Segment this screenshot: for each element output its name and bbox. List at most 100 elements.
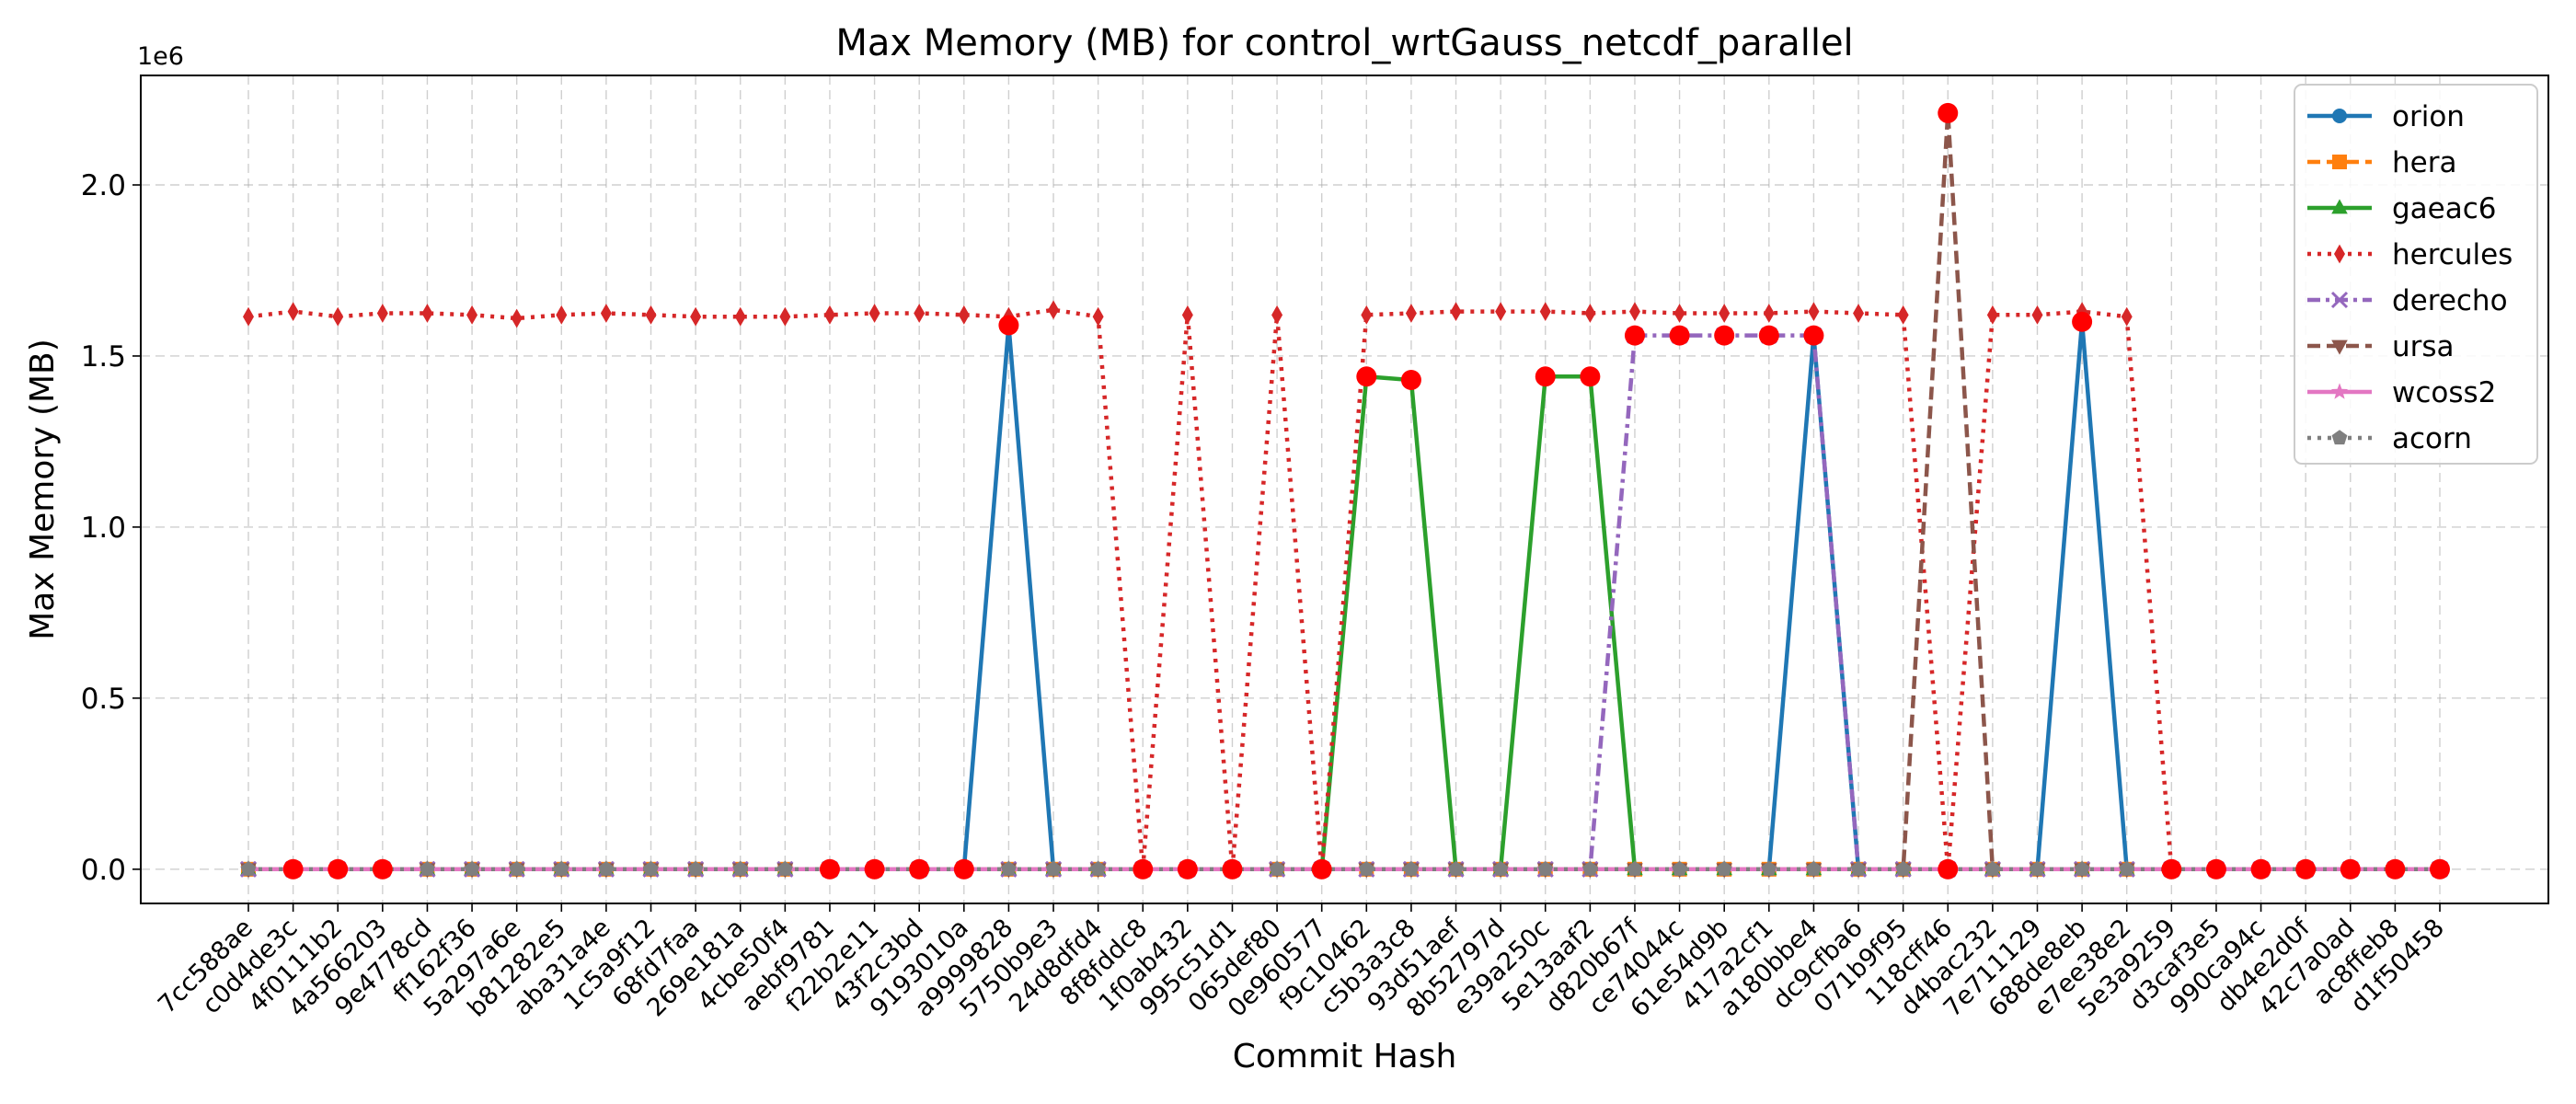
highlight-point bbox=[1400, 369, 1421, 390]
marker-pentagon bbox=[1045, 861, 1062, 876]
marker-thin-diamond bbox=[868, 304, 880, 323]
highlight-point bbox=[2385, 858, 2406, 880]
marker-pentagon bbox=[420, 861, 435, 876]
marker-pentagon bbox=[1806, 861, 1822, 876]
highlight-point bbox=[1580, 366, 1601, 387]
marker-pentagon bbox=[2331, 430, 2348, 445]
highlight-point bbox=[1624, 325, 1645, 346]
marker-pentagon bbox=[1716, 861, 1732, 876]
marker-pentagon bbox=[464, 861, 480, 876]
legend-label: ursa bbox=[2392, 330, 2455, 363]
marker-thin-diamond bbox=[645, 305, 657, 325]
marker-pentagon bbox=[687, 861, 704, 876]
highlight-point bbox=[2072, 311, 2093, 332]
legend-label: hercules bbox=[2392, 238, 2513, 271]
legend-frame bbox=[2294, 84, 2538, 465]
marker-circle bbox=[2332, 109, 2347, 123]
highlight-point bbox=[1222, 858, 1243, 880]
marker-thin-diamond bbox=[556, 305, 568, 325]
legend-label: wcoss2 bbox=[2392, 376, 2496, 409]
marker-pentagon bbox=[2119, 861, 2135, 876]
highlight-point bbox=[282, 858, 304, 880]
marker-pentagon bbox=[2074, 861, 2090, 876]
highlight-point bbox=[864, 858, 885, 880]
marker-pentagon bbox=[1537, 861, 1554, 876]
highlight-point bbox=[998, 315, 1019, 336]
legend-item: hera bbox=[2307, 146, 2456, 179]
highlight-point bbox=[819, 858, 840, 880]
marker-pentagon bbox=[1850, 861, 1867, 876]
marker-thin-diamond bbox=[1181, 305, 1193, 325]
marker-pentagon bbox=[1448, 861, 1464, 876]
marker-thin-diamond bbox=[376, 304, 388, 323]
marker-thin-diamond bbox=[690, 306, 702, 327]
highlight-point bbox=[2340, 858, 2361, 880]
series-line-hercules bbox=[247, 307, 2440, 872]
marker-triangle-down bbox=[2331, 339, 2348, 355]
marker-pentagon bbox=[1761, 861, 1777, 876]
marker-thin-diamond bbox=[421, 304, 433, 323]
legend: orion hera gaeac6 hercules derecho ursa wcoss2… bbox=[2294, 84, 2538, 465]
legend-label: orion bbox=[2392, 100, 2465, 133]
marker-thin-diamond bbox=[1048, 300, 1060, 320]
marker-thin-diamond bbox=[2031, 305, 2043, 325]
y-axis-offset-label: 1e6 bbox=[137, 42, 184, 71]
marker-pentagon bbox=[1001, 861, 1017, 876]
marker-thin-diamond bbox=[1361, 305, 1373, 325]
marker-thin-diamond bbox=[243, 306, 254, 327]
highlight-point bbox=[2161, 858, 2182, 880]
y-tick-label: 0.5 bbox=[81, 683, 126, 716]
marker-thin-diamond bbox=[1495, 302, 1507, 322]
marker-thin-diamond bbox=[1673, 304, 1685, 323]
marker-pentagon bbox=[1582, 861, 1598, 876]
marker-thin-diamond bbox=[1808, 302, 1820, 322]
legend-label: acorn bbox=[2392, 422, 2472, 455]
marker-thin-diamond bbox=[1092, 306, 1104, 327]
marker-pentagon bbox=[240, 861, 257, 876]
marker-thin-diamond bbox=[1405, 304, 1417, 323]
highlight-point bbox=[1669, 325, 1690, 346]
marker-triangle-up bbox=[2331, 199, 2348, 214]
marker-thin-diamond bbox=[1271, 305, 1283, 325]
marker-thin-diamond bbox=[2121, 306, 2133, 327]
highlight-point bbox=[2205, 858, 2226, 880]
y-axis-label: Max Memory (MB) bbox=[24, 339, 62, 640]
marker-thin-diamond bbox=[1628, 302, 1640, 322]
highlight-markers bbox=[282, 102, 2450, 880]
marker-square bbox=[2332, 155, 2347, 169]
marker-pentagon bbox=[1269, 861, 1285, 876]
marker-pentagon bbox=[509, 861, 524, 876]
marker-star bbox=[2330, 383, 2349, 399]
marker-thin-diamond bbox=[511, 308, 523, 328]
marker-pentagon bbox=[1627, 861, 1643, 876]
marker-pentagon bbox=[553, 861, 569, 876]
highlight-point bbox=[2295, 858, 2317, 880]
highlight-point bbox=[2430, 858, 2450, 880]
highlight-point bbox=[1311, 858, 1332, 880]
highlight-point bbox=[1803, 325, 1824, 346]
y-tick-label: 1.5 bbox=[81, 340, 126, 374]
legend-label: derecho bbox=[2392, 284, 2508, 317]
highlight-point bbox=[1938, 102, 1959, 123]
marker-pentagon bbox=[1895, 861, 1911, 876]
legend-item: hercules bbox=[2307, 238, 2513, 271]
legend-item: wcoss2 bbox=[2307, 376, 2496, 409]
marker-thin-diamond bbox=[958, 305, 970, 325]
marker-thin-diamond bbox=[914, 304, 926, 323]
highlight-point bbox=[2250, 858, 2271, 880]
marker-thin-diamond bbox=[1719, 304, 1731, 323]
y-tick-label: 2.0 bbox=[81, 169, 126, 202]
marker-thin-diamond bbox=[1986, 305, 1998, 325]
marker-thin-diamond bbox=[2334, 244, 2345, 264]
marker-thin-diamond bbox=[1853, 304, 1865, 323]
x-axis-label: Commit Hash bbox=[1233, 1038, 1457, 1075]
marker-thin-diamond bbox=[2076, 302, 2088, 322]
highlight-point bbox=[1938, 858, 1959, 880]
marker-thin-diamond bbox=[734, 306, 746, 327]
legend-label: hera bbox=[2392, 146, 2456, 179]
marker-pentagon bbox=[1984, 861, 2001, 876]
highlight-point bbox=[1535, 366, 1556, 387]
highlight-point bbox=[328, 858, 349, 880]
marker-pentagon bbox=[2030, 861, 2045, 876]
